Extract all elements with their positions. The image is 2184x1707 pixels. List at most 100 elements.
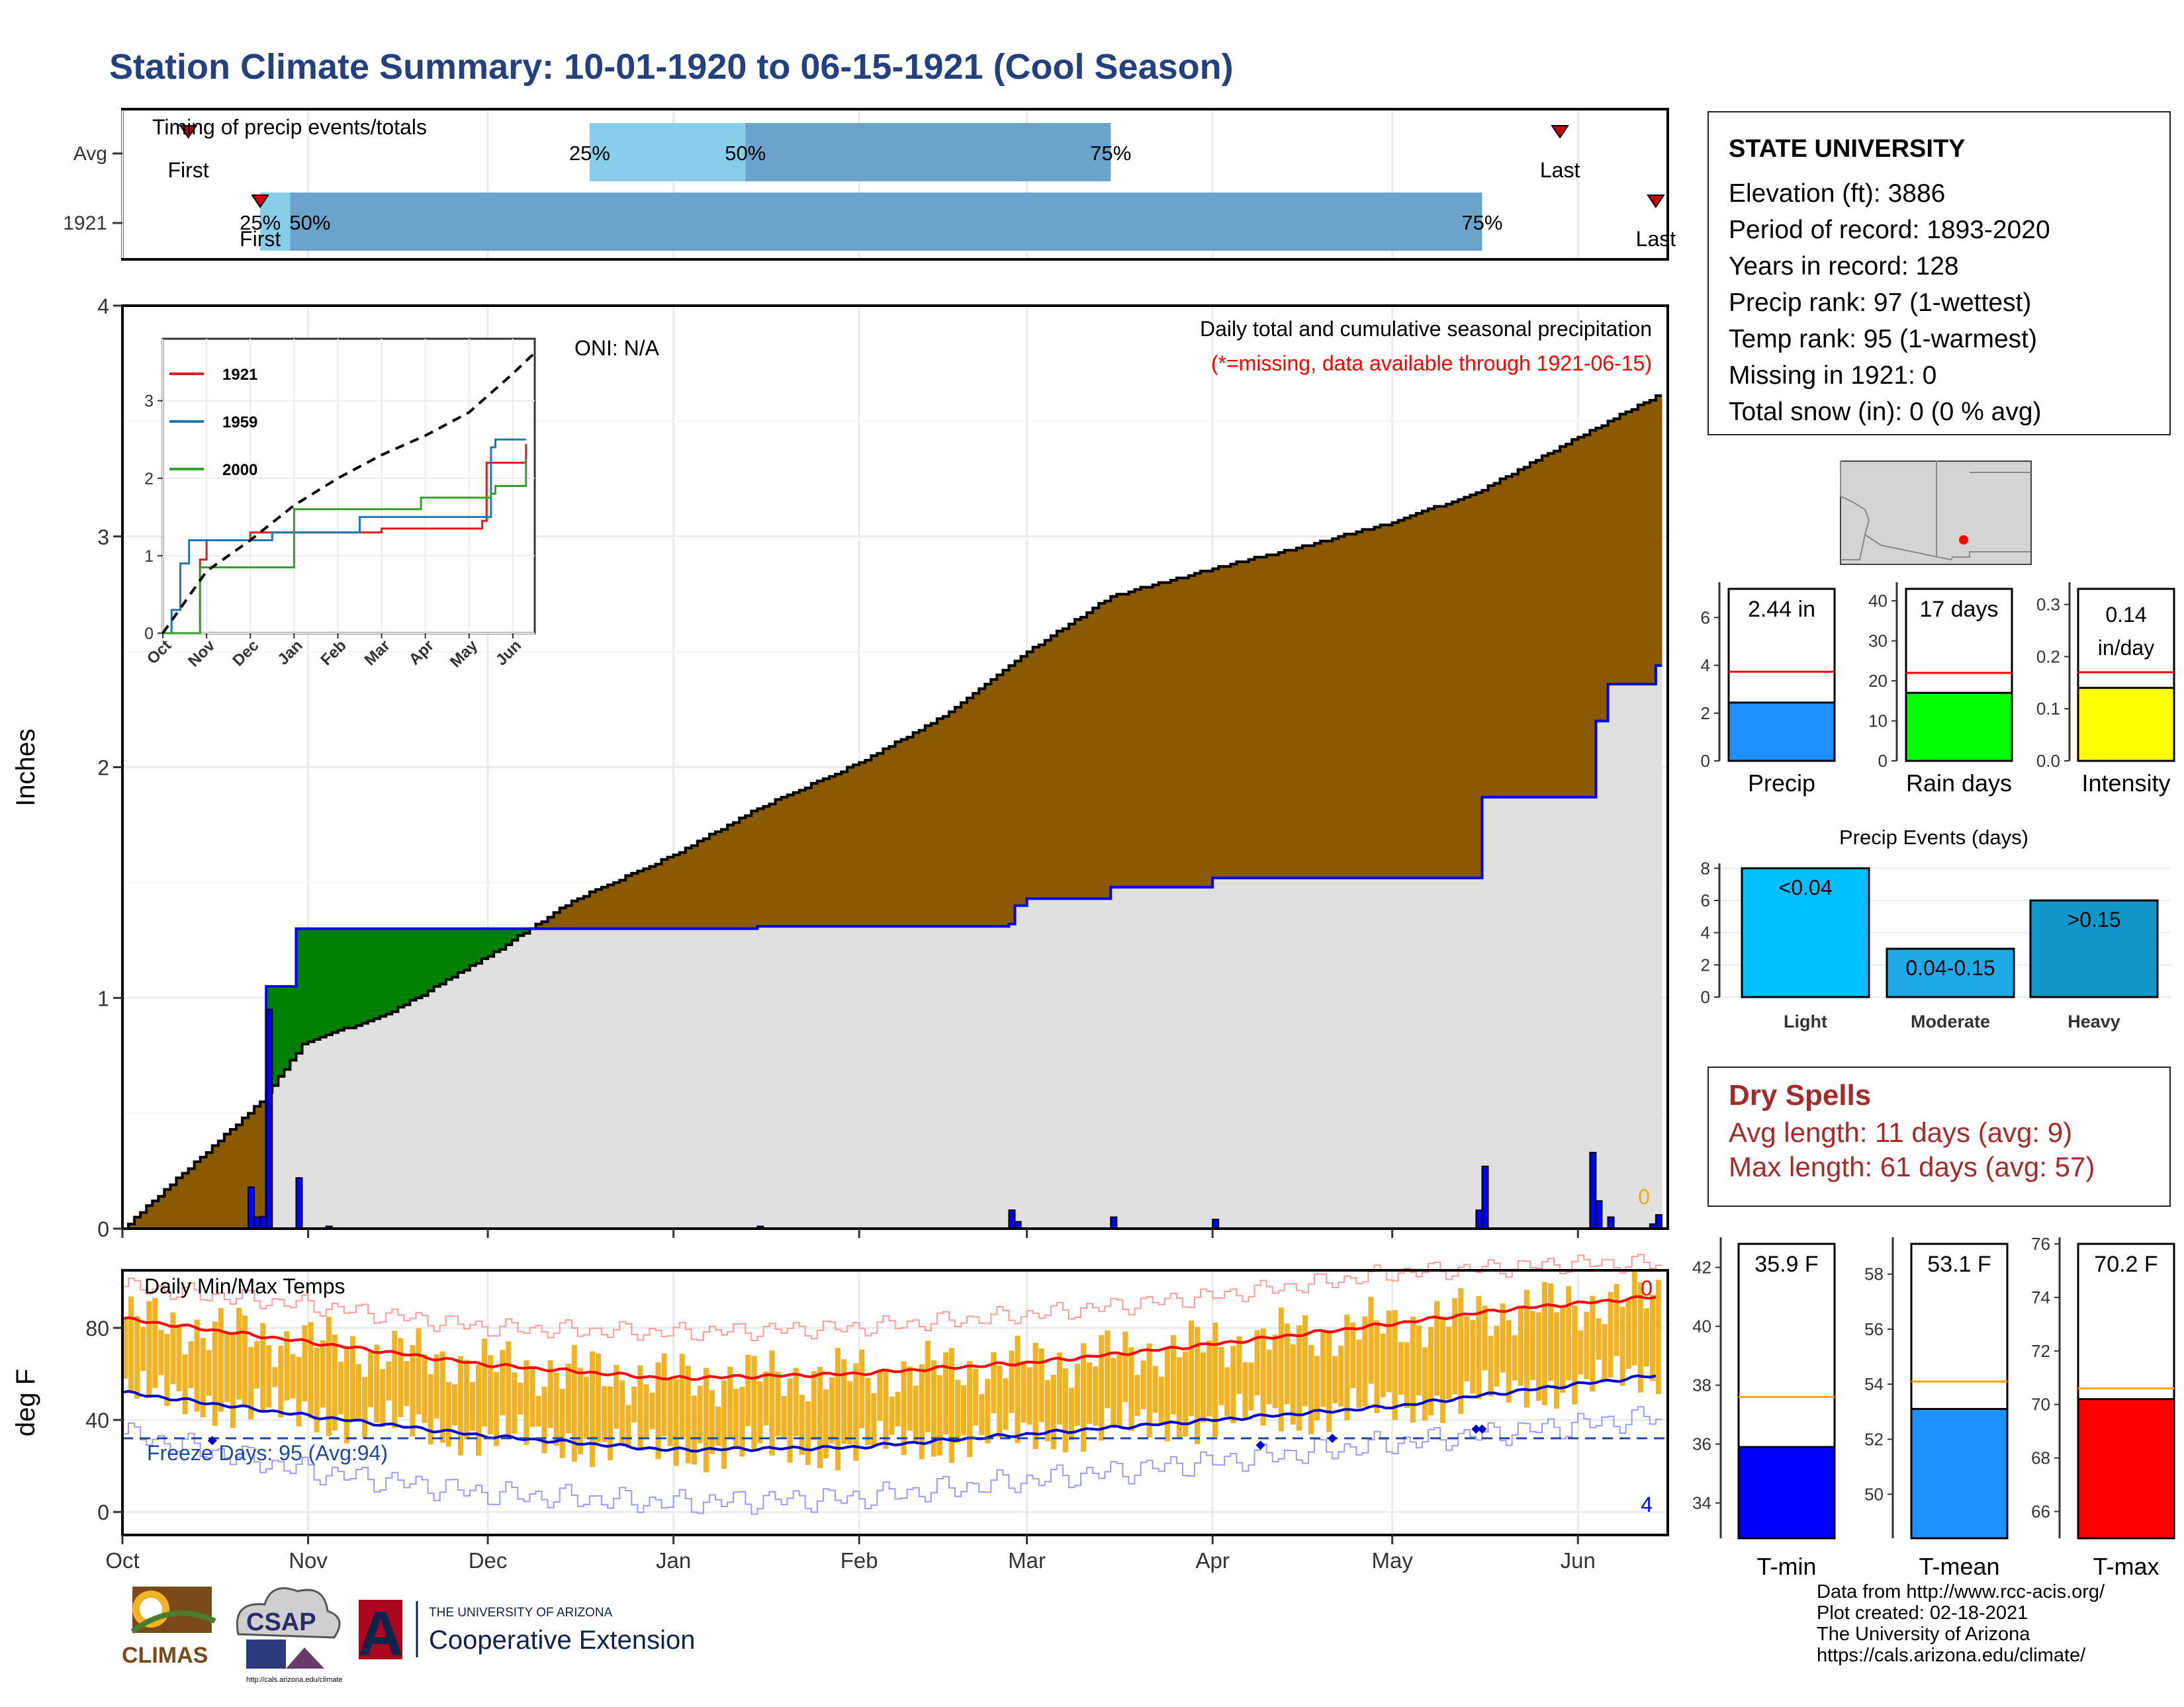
deficit-segment <box>619 880 626 929</box>
temp-missing-min: 4 <box>1641 1493 1653 1516</box>
deficit-segment <box>571 900 578 929</box>
deficit-segment <box>859 762 866 927</box>
base-segment <box>1368 877 1375 1229</box>
timing-title: Timing of precip events/totals <box>152 115 427 139</box>
daily-temp-bar <box>631 1386 637 1422</box>
base-segment <box>1524 797 1531 1229</box>
daily-temp-bar <box>457 1356 463 1456</box>
station-period: Period of record: 1893-2020 <box>1729 216 2050 244</box>
stat-ytick-label: 66 <box>2031 1502 2050 1522</box>
deficit-segment <box>1476 492 1483 878</box>
inset-series-line <box>163 459 527 635</box>
base-segment <box>1254 877 1261 1229</box>
first-marker <box>251 195 270 208</box>
base-segment <box>1021 905 1028 1229</box>
base-segment <box>936 926 944 1229</box>
deficit-segment <box>1637 404 1645 684</box>
deficit-segment <box>811 783 818 927</box>
daily-temp-bar <box>1015 1335 1021 1444</box>
surplus-segment <box>326 928 333 1035</box>
deficit-segment <box>1494 483 1501 797</box>
daily-temp-bar <box>386 1361 392 1401</box>
daily-temp-bar <box>715 1406 721 1446</box>
stat-ytick-label: 56 <box>1864 1319 1884 1339</box>
deficit-segment <box>1643 402 1651 684</box>
base-segment <box>1584 797 1590 1229</box>
stat-ytick-label: 10 <box>1868 711 1888 731</box>
stat-bar <box>2077 687 2175 762</box>
stat-ytick-label: 40 <box>1868 591 1888 611</box>
events-category-label: Light <box>1784 1012 1827 1031</box>
base-segment <box>679 928 686 1229</box>
surplus-segment <box>332 928 339 1033</box>
daily-temp-bar <box>170 1312 176 1385</box>
daily-temp-bar <box>1134 1375 1140 1416</box>
daily-temp-bar <box>643 1384 649 1439</box>
base-segment <box>1386 877 1393 1229</box>
daily-temp-bar <box>1188 1320 1195 1417</box>
daily-temp-bar <box>422 1354 428 1423</box>
daily-temp-bar <box>1332 1356 1338 1403</box>
daily-temp-bar <box>1242 1362 1248 1419</box>
surplus-segment <box>355 928 363 1026</box>
deficit-segment <box>1380 525 1387 878</box>
daily-temp-bar <box>1075 1364 1081 1426</box>
base-segment <box>416 998 423 1229</box>
record-low-marker <box>1471 1424 1481 1434</box>
surplus-segment <box>278 986 285 1076</box>
deficit-segment <box>1032 647 1040 899</box>
precip-stats-chart: 0 2 4 6 2.44 in Precip 0 10 20 30 40 17 days Rain da… <box>1701 582 2175 797</box>
deficit-segment <box>1278 552 1285 878</box>
base-segment <box>1314 877 1321 1229</box>
daily-temp-bar <box>1105 1330 1111 1409</box>
deficit-segment <box>793 792 800 927</box>
daily-temp-bar <box>1158 1376 1164 1425</box>
deficit-segment <box>1272 554 1279 878</box>
deficit-segment <box>1314 543 1321 878</box>
precip-stats-bars: 0 2 4 6 2.44 in Precip 0 10 20 30 40 17 days Rain da… <box>1701 582 2175 797</box>
stat-ytick-label: 72 <box>2031 1341 2050 1361</box>
daily-temp-bar <box>763 1371 769 1426</box>
surplus-segment <box>362 928 369 1024</box>
deficit-segment <box>254 1106 261 1229</box>
deficit-segment <box>877 753 884 927</box>
deficit-segment <box>733 822 740 929</box>
daily-temp-bar <box>1446 1327 1452 1400</box>
base-segment <box>853 926 860 1229</box>
surplus-segment <box>368 928 375 1022</box>
deficit-segment <box>1218 566 1225 878</box>
deficit-segment <box>1362 529 1369 878</box>
daily-temp-bar <box>439 1351 445 1443</box>
daily-temp-bar <box>1308 1344 1314 1434</box>
stat-value-label: 35.9 F <box>1754 1252 1818 1277</box>
daily-temp-bar <box>475 1364 482 1456</box>
daily-temp-bar <box>1506 1320 1512 1403</box>
stat-value-label: 2.44 in <box>1748 597 1815 622</box>
credit-line: Plot created: 02-18-2021 <box>1817 1602 2028 1624</box>
dry-spells-title: Dry Spells <box>1729 1079 1872 1112</box>
stat-ytick-label: 38 <box>1692 1376 1711 1395</box>
daily-temp-bar <box>1541 1282 1547 1405</box>
deficit-segment <box>1518 469 1525 797</box>
deficit-segment <box>1578 437 1584 797</box>
avg-cumulative-line <box>122 394 1662 1230</box>
base-segment <box>1344 877 1351 1229</box>
daily-temp-bar <box>1596 1318 1602 1360</box>
inset-lines <box>161 351 536 635</box>
deficit-segment <box>1212 568 1219 878</box>
base-segment <box>961 926 968 1229</box>
base-segment <box>565 928 572 1229</box>
stat-ytick-label: 40 <box>1692 1317 1711 1336</box>
base-segment <box>1116 887 1124 1229</box>
base-segment <box>1535 797 1543 1229</box>
deficit-segment <box>979 688 985 927</box>
daily-temp-bar <box>961 1385 967 1436</box>
deficit-segment <box>829 776 836 927</box>
daily-temp-bar <box>1009 1350 1015 1413</box>
surplus-segment <box>488 928 494 957</box>
deficit-segment <box>649 866 657 929</box>
current-cumulative-line <box>122 664 1662 1230</box>
surplus-segment <box>445 928 453 980</box>
surplus-segment <box>482 928 488 959</box>
surplus-segment <box>343 928 351 1028</box>
